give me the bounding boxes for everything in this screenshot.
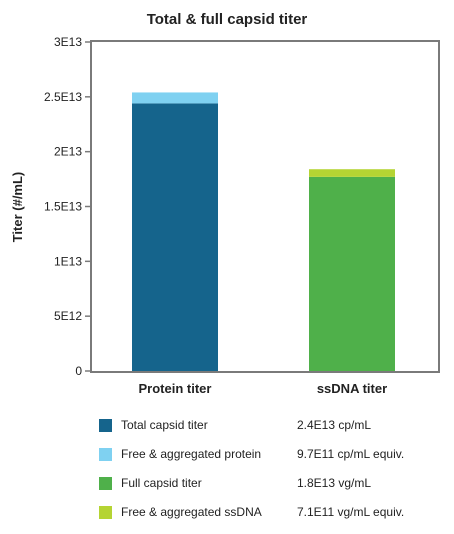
bar-segment-1-series-1 [132, 103, 218, 371]
legend-swatch [99, 448, 112, 461]
y-tick-label: 5E12 [54, 309, 82, 323]
legend: Total capsid titer 2.4E13 cp/mL Free & agg… [99, 415, 439, 531]
legend-swatch [99, 477, 112, 490]
legend-series-value: 1.8E13 vg/mL [297, 476, 372, 490]
bar-chart: 0 5E12 1E13 1.5E13 2E13 2.5E13 3E13 Protein ti… [10, 35, 440, 396]
y-axis-label: Titer (#/mL) [10, 172, 25, 243]
legend-series-name: Full capsid titer [121, 476, 202, 490]
y-tick-label: 1.5E13 [44, 200, 82, 214]
bar-segment-2-series-4 [309, 169, 395, 177]
legend-series-name: Free & aggregated protein [121, 447, 262, 461]
legend-series-name: Free & aggregated ssDNA [121, 505, 262, 519]
legend-series-value: 9.7E11 cp/mL equiv. [297, 447, 405, 461]
y-tick-label: 1E13 [54, 254, 82, 268]
legend-series-value: 2.4E13 cp/mL [297, 418, 372, 432]
legend-item: Free & aggregated protein 9.7E11 cp/mL eq… [99, 444, 439, 473]
x-category-label: ssDNA titer [317, 381, 387, 396]
y-tick-label: 2.5E13 [44, 90, 82, 104]
plot-frame [90, 40, 440, 373]
y-tick-label: 3E13 [54, 35, 82, 49]
legend-series-name: Total capsid titer [121, 418, 208, 432]
legend-swatch [99, 419, 112, 432]
legend-item: Total capsid titer 2.4E13 cp/mL [99, 415, 439, 444]
x-category-label: Protein titer [139, 381, 212, 396]
legend-swatch [99, 506, 112, 519]
bar-segment-2-series-3 [309, 176, 395, 371]
y-axis-ticks: 0 5E12 1E13 1.5E13 2E13 2.5E13 3E13 [44, 35, 91, 378]
y-tick-label: 2E13 [54, 145, 82, 159]
bars [132, 92, 395, 371]
chart-title: Total & full capsid titer [146, 11, 308, 28]
legend-item: Free & aggregated ssDNA 7.1E11 vg/mL equi… [99, 502, 439, 531]
category-labels: Protein titer ssDNA titer [139, 381, 388, 396]
legend-item: Full capsid titer 1.8E13 vg/mL [99, 473, 439, 502]
legend-series-value: 7.1E11 vg/mL equiv. [297, 505, 405, 519]
bar-segment-1-series-2 [132, 92, 218, 104]
y-tick-label: 0 [75, 364, 82, 378]
